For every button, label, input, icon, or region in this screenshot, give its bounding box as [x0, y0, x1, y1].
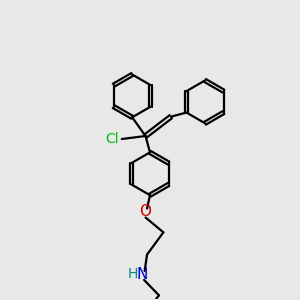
- Text: Cl: Cl: [105, 132, 119, 146]
- Text: N: N: [137, 267, 148, 282]
- Text: O: O: [140, 204, 152, 219]
- Text: H: H: [128, 267, 138, 281]
